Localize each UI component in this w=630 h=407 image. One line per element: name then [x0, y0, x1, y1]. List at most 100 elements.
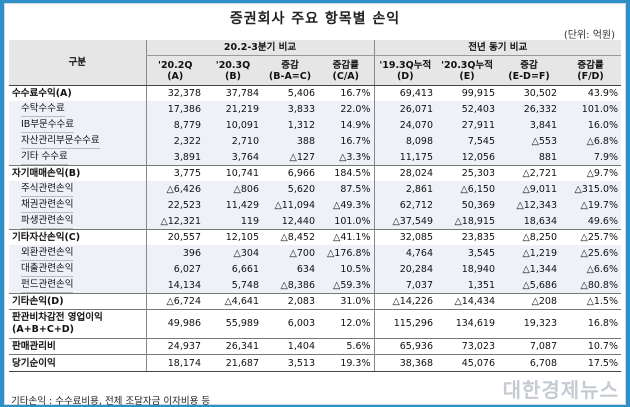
table-cell: 101.0%: [560, 101, 622, 118]
table-cell: 2,861: [373, 181, 437, 198]
column-header-formula: (A): [167, 70, 184, 82]
table-row: IB부문수수료 8,779 10,091 1,312 14.9% 24,070 27,911…: [9, 117, 622, 134]
table-cell: 52,403: [436, 101, 499, 118]
table-cell: 17,386: [145, 101, 204, 118]
table-cell: △80.8%: [560, 277, 622, 294]
table-cell: 16.7%: [318, 133, 375, 150]
table-cell: △6.8%: [560, 133, 622, 150]
table-cell: 3,841: [498, 117, 561, 134]
table-cell: 5,620: [262, 181, 318, 198]
column-header-formula: (C/A): [332, 70, 359, 82]
table-cell: 19.3%: [318, 354, 375, 372]
table-cell: △806: [204, 181, 262, 198]
table-cell: △176.8%: [318, 245, 375, 262]
table-cell: △304: [204, 245, 262, 262]
table-cell: △9.7%: [560, 165, 622, 182]
table-row: 외환관련손익 396 △304 △700 △176.8% 4,764 3,545 △1,219…: [9, 245, 622, 262]
row-label: 외환관련손익: [9, 245, 146, 262]
table-cell: 5,406: [262, 85, 318, 102]
row-label-text: IB부문수수료: [21, 117, 75, 134]
table-cell: △700: [262, 245, 318, 262]
table-cell: 18,634: [498, 213, 561, 230]
row-label: 수수료수익(A): [9, 85, 146, 102]
table-cell: △8,386: [262, 277, 318, 294]
table-cell: 27,911: [436, 117, 499, 134]
table-cell: △19.7%: [560, 197, 622, 214]
table-cell: 99,915: [436, 85, 499, 102]
table-row: 대출관련손익 6,027 6,661 634 10.5% 20,284 18,940 △1,3…: [9, 261, 622, 278]
table-cell: △4,641: [204, 293, 262, 310]
table-cell: 50,369: [436, 197, 499, 214]
table-cell: 26,341: [204, 338, 262, 355]
column-header-formula: (B-A=C): [268, 70, 312, 82]
footnote: 기타손익 : 수수료비용, 전체 조달자금 이자비용 등: [11, 396, 211, 407]
table-cell: 23,835: [436, 229, 499, 246]
table-cell: △8,452: [262, 229, 318, 246]
row-label: 기타손익(D): [9, 293, 146, 310]
row-label: 기타자산손익(C): [9, 229, 146, 246]
table-cell: △25.7%: [560, 229, 622, 246]
table-cell: 73,023: [436, 338, 499, 355]
row-label: 자기매매손익(B): [9, 165, 146, 182]
report-frame: 증권회사 주요 항목별 손익 (단위: 억원) 구분 20.2-3분기 비교 전…: [4, 3, 626, 407]
table-cell: 21,687: [204, 354, 262, 372]
table-cell: 5.6%: [318, 338, 375, 355]
table-cell: 26,332: [498, 101, 561, 118]
table-cell: △8,250: [498, 229, 561, 246]
table-cell: △1,219: [498, 245, 561, 262]
table-cell: △14,226: [373, 293, 437, 310]
row-label-text: 주식관련손익: [21, 181, 74, 198]
table-cell: 3,545: [436, 245, 499, 262]
table-cell: 2,322: [145, 133, 204, 150]
table-cell: △12,321: [145, 213, 204, 230]
table-row: 주식관련손익 △6,426 △806 5,620 87.5% 2,861 △6,150 △9,…: [9, 181, 622, 198]
table-cell: 37,784: [204, 85, 262, 102]
row-label-text: 자산관리부문수수료: [21, 133, 100, 150]
table-cell: 7,087: [498, 338, 561, 355]
table-row: 채권관련손익 22,523 11,429 △11,094 △49.3% 62,712 50,…: [9, 197, 622, 214]
table-cell: 7,545: [436, 133, 499, 150]
table-cell: 6,708: [498, 354, 561, 372]
table-cell: 5,748: [204, 277, 262, 294]
table-cell: 7.9%: [560, 149, 622, 166]
table-cell: 65,936: [373, 338, 437, 355]
column-header: '20.2Q (A): [145, 55, 204, 86]
table-cell: 22,523: [145, 197, 204, 214]
row-label: 파생관련손익: [9, 213, 146, 230]
header-group-quarter: 20.2-3분기 비교: [145, 40, 375, 56]
column-header-title: 증감률: [577, 59, 604, 71]
table-cell: 69,413: [373, 85, 437, 102]
table-cell: 396: [145, 245, 204, 262]
table-cell: 16.0%: [560, 117, 622, 134]
table-cell: 3,513: [262, 354, 318, 372]
table-cell: 6,003: [262, 309, 318, 339]
table-cell: △1,344: [498, 261, 561, 278]
table-cell: △127: [262, 149, 318, 166]
table-cell: 20,284: [373, 261, 437, 278]
table-row: 기타자산손익(C) 20,557 12,105 △8,452 △41.1% 32,085 2…: [9, 229, 622, 246]
row-label-text: 채권관련손익: [21, 197, 74, 214]
table-cell: 87.5%: [318, 181, 375, 198]
column-header-formula: (B): [225, 70, 241, 82]
table-cell: 14,134: [145, 277, 204, 294]
table-cell: 12.0%: [318, 309, 375, 339]
table-cell: 24,937: [145, 338, 204, 355]
table-cell: 32,085: [373, 229, 437, 246]
row-label: 채권관련손익: [9, 197, 146, 214]
row-label: 당기순이익: [9, 354, 146, 372]
table-cell: 19,323: [498, 309, 561, 339]
table-cell: 22.0%: [318, 101, 375, 118]
row-label: IB부문수수료: [9, 117, 146, 134]
column-header-formula: (F/D): [577, 70, 604, 82]
row-label-text: 기타 수수료: [21, 149, 68, 166]
row-label-text: 펀드관련손익: [21, 277, 74, 294]
table-cell: △25.6%: [560, 245, 622, 262]
table-cell: 11,429: [204, 197, 262, 214]
table-cell: 62,712: [373, 197, 437, 214]
row-label: 주식관련손익: [9, 181, 146, 198]
column-header-formula: (E): [459, 70, 475, 82]
column-header-formula: (D): [396, 70, 414, 82]
table-cell: 31.0%: [318, 293, 375, 310]
table-cell: 26,071: [373, 101, 437, 118]
table-cell: 28,024: [373, 165, 437, 182]
